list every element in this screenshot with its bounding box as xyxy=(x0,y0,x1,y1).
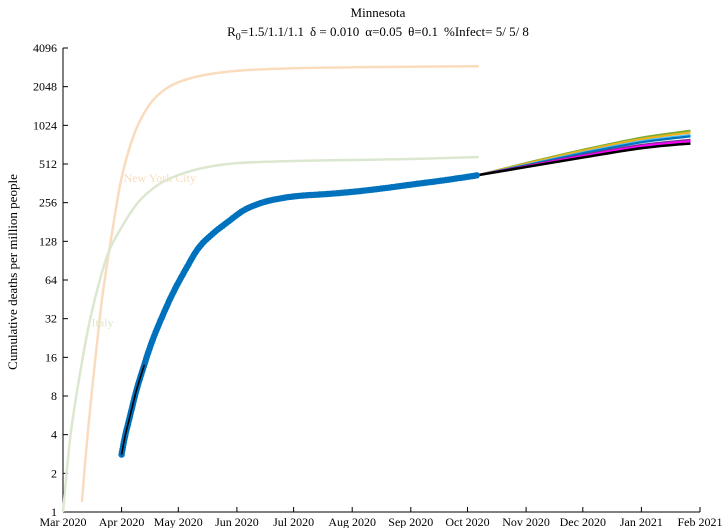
x-tick-label: May 2020 xyxy=(154,515,203,528)
x-tick-label: Apr 2020 xyxy=(99,515,145,528)
y-tick-label: 256 xyxy=(39,196,57,210)
x-tick-label: Dec 2020 xyxy=(560,515,606,528)
fit-line-group xyxy=(120,364,146,455)
x-tick-label: Feb 2021 xyxy=(678,515,723,528)
observed-guide xyxy=(122,175,479,455)
x-tick-label: Jul 2020 xyxy=(273,515,314,528)
x-tick-label: Nov 2020 xyxy=(502,515,550,528)
y-tick-label: 1024 xyxy=(33,118,57,132)
y-tick-label: 512 xyxy=(39,157,57,171)
projection-line xyxy=(478,142,691,177)
projections xyxy=(478,129,691,177)
x-tick-label: Sep 2020 xyxy=(388,515,433,528)
subtitle-infect: %Infect= 5/ 5/ 8 xyxy=(444,24,529,39)
subtitle-alpha: α=0.05 xyxy=(365,24,402,39)
y-tick-label: 4096 xyxy=(33,41,57,55)
y-tick-label: 16 xyxy=(45,350,57,364)
y-tick-label: 64 xyxy=(45,273,57,287)
chart-subtitle: R0=1.5/1.1/1.1 δ = 0.010 α=0.05 θ=0.1 %Infec… xyxy=(227,24,529,43)
reference-label-italy: Italy xyxy=(91,315,113,329)
y-tick-label: 1 xyxy=(51,505,57,519)
y-tick-label: 2 xyxy=(51,466,57,480)
observed-point xyxy=(473,172,480,179)
y-tick-label: 2048 xyxy=(33,80,57,94)
chart-title: Minnesota xyxy=(351,5,406,20)
y-axis-label: Cumulative deaths per million people xyxy=(5,174,20,370)
y-tick-label: 8 xyxy=(51,389,57,403)
subtitle-theta: θ=0.1 xyxy=(408,24,438,39)
observed-series xyxy=(118,172,480,458)
subtitle-r0-value: =1.5/1.1/1.1 xyxy=(241,24,304,39)
subtitle-delta: δ = 0.010 xyxy=(310,24,359,39)
y-tick-label: 32 xyxy=(45,312,57,326)
reference-curve-new-york-city xyxy=(80,65,479,502)
x-tick-label: Mar 2020 xyxy=(40,515,87,528)
y-ticks: 1 2 4 8 16 32 64 128 256 512 1024 2048 4096 xyxy=(33,41,68,519)
x-tick-label: Jun 2020 xyxy=(215,515,259,528)
reference-curve-italy xyxy=(61,155,479,513)
fit-line xyxy=(120,364,146,455)
x-tick-label: Aug 2020 xyxy=(328,515,376,528)
x-tick-label: Jan 2021 xyxy=(620,515,663,528)
y-tick-label: 128 xyxy=(39,234,57,248)
x-ticks: Mar 2020 Apr 2020 May 2020 Jun 2020 Jul 2020… xyxy=(40,507,723,528)
subtitle-r0-sub: 0 xyxy=(236,32,241,43)
y-tick-label: 4 xyxy=(51,428,57,442)
observed-line xyxy=(120,173,480,455)
x-tick-label: Oct 2020 xyxy=(445,515,489,528)
subtitle-r0-prefix: R xyxy=(227,24,236,39)
